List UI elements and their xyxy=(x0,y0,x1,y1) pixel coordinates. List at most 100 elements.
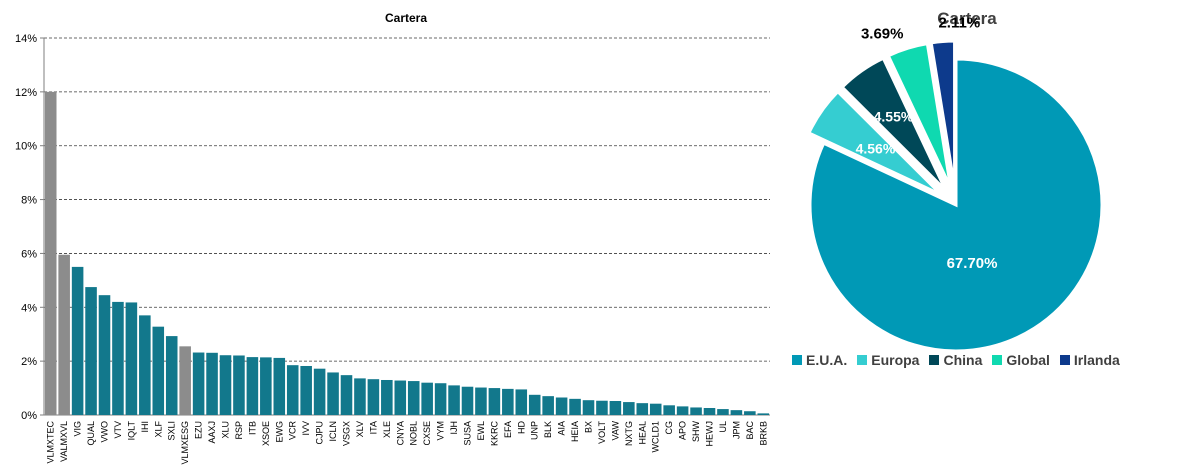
pie-chart: Cartera 67.70% 4.56% 4.55% 3.69% 2.11% xyxy=(806,9,1104,350)
x-tick-label: XLE xyxy=(382,421,392,438)
x-tick-label: UL xyxy=(718,421,728,433)
x-tick-label: IVV xyxy=(301,421,311,436)
bar-cg xyxy=(663,405,675,415)
x-tick-label: SUSA xyxy=(463,421,473,446)
x-tick-label: VLMXESG xyxy=(180,421,190,465)
legend-label: Irlanda xyxy=(1073,352,1120,368)
bar-ijh xyxy=(448,385,460,415)
bar-wcld1 xyxy=(649,403,662,415)
bar-y-axis: 0% 2% 4% 6% 8% 10% 12% 14% xyxy=(15,33,770,422)
bar-xle xyxy=(381,379,393,415)
bar-ivv xyxy=(300,365,312,415)
bar-ewg xyxy=(273,357,286,415)
bar-heia xyxy=(569,398,581,415)
bar-vwo xyxy=(98,295,111,415)
bar-xsoe xyxy=(260,357,272,415)
pie-value-label: 4.55% xyxy=(874,108,914,124)
bar-iqlt xyxy=(125,302,138,415)
legend-item-eua: E.U.A. xyxy=(792,352,847,368)
bar-vig xyxy=(71,266,84,415)
x-tick-label: IJH xyxy=(449,421,459,435)
pie-slice-global xyxy=(886,41,953,189)
pie-value-label: 4.56% xyxy=(856,141,896,157)
bar-icln xyxy=(327,372,339,415)
x-tick-label: EFA xyxy=(503,421,513,438)
x-tick-label: JPM xyxy=(731,421,741,439)
x-tick-label: HEWJ xyxy=(705,421,715,447)
x-tick-label: IHI xyxy=(140,421,150,433)
x-tick-label: NOBL xyxy=(409,421,419,446)
bar-cjpu xyxy=(313,368,326,415)
bar-unp xyxy=(528,394,541,415)
pie-chart-title: Cartera xyxy=(937,9,997,28)
legend-item-global: Global xyxy=(992,352,1050,368)
x-tick-label: BAC xyxy=(745,421,755,440)
legend-swatch xyxy=(792,355,802,365)
y-tick-label: 12% xyxy=(15,87,37,99)
pie-legend: E.U.A. Europa China Global Irlanda xyxy=(792,352,1120,368)
bar-vlmxesg xyxy=(179,346,191,415)
pie-slices xyxy=(806,39,1104,350)
bar-chart-title: Cartera xyxy=(385,11,427,25)
x-tick-label: VAW xyxy=(610,420,620,440)
legend-item-irlanda: Irlanda xyxy=(1059,352,1120,368)
bar-vym xyxy=(434,383,447,415)
bar-jpm xyxy=(730,410,743,415)
legend-label: China xyxy=(943,352,983,368)
bar-ita xyxy=(367,379,380,415)
bar-gridlines xyxy=(44,37,770,362)
bar-volt xyxy=(596,400,608,415)
pie-value-label: 3.69% xyxy=(861,26,904,43)
x-tick-label: ICLN xyxy=(328,421,338,442)
x-tick-label: BRKB xyxy=(758,421,768,446)
pie-slice-irlanda xyxy=(929,39,957,188)
x-tick-label: NXTG xyxy=(624,421,634,446)
x-tick-label: ITB xyxy=(247,421,257,435)
x-tick-label: VLMXTEC xyxy=(46,421,56,464)
bar-vlmxtec xyxy=(44,91,57,415)
bar-xlu xyxy=(219,355,232,415)
bar-vaw xyxy=(609,400,622,415)
bar-susa xyxy=(461,386,474,415)
y-tick-label: 8% xyxy=(21,195,37,207)
x-tick-label: RSP xyxy=(234,421,244,440)
bar-nobl xyxy=(407,381,420,415)
x-tick-label: VOLT xyxy=(597,421,607,444)
pie-slice-europa xyxy=(806,89,943,197)
x-tick-label: UNP xyxy=(530,421,540,440)
bar-hewj xyxy=(703,407,716,415)
x-tick-label: SHW xyxy=(691,420,701,442)
legend-swatch xyxy=(929,355,940,365)
legend-label: E.U.A. xyxy=(806,352,848,368)
bar-ihi xyxy=(139,315,151,415)
bar-series xyxy=(44,91,770,415)
bar-rsp xyxy=(233,355,245,415)
x-tick-label: IQLT xyxy=(126,421,136,441)
x-tick-label: CJPU xyxy=(315,421,325,445)
legend-swatch xyxy=(992,355,1003,365)
y-tick-label: 6% xyxy=(21,248,37,260)
legend-item-china: China xyxy=(929,352,982,368)
bar-apo xyxy=(676,406,689,415)
x-tick-label: CNYA xyxy=(395,421,405,445)
y-tick-label: 4% xyxy=(21,302,37,314)
legend-item-europa: Europa xyxy=(857,352,919,368)
x-tick-label: XSOE xyxy=(261,421,271,446)
legend-label: Europa xyxy=(871,352,920,368)
y-tick-label: 10% xyxy=(15,141,37,153)
bar-nxtg xyxy=(623,402,635,415)
x-tick-label: SXLI xyxy=(167,421,177,441)
bar-heal xyxy=(636,403,649,415)
y-tick-label: 14% xyxy=(15,33,37,45)
bar-qual xyxy=(85,287,97,415)
bar-kkrc xyxy=(488,388,501,415)
x-tick-label: VTV xyxy=(113,421,123,439)
bar-vcr xyxy=(286,365,299,415)
x-tick-label: HEIA xyxy=(570,421,580,442)
x-tick-label: EWG xyxy=(274,421,284,443)
x-tick-label: KKRC xyxy=(489,421,499,447)
x-tick-label: AIA xyxy=(557,421,567,436)
bar-xlv xyxy=(354,378,366,415)
x-tick-label: BLK xyxy=(543,421,553,438)
x-tick-label: EWL xyxy=(476,421,486,441)
